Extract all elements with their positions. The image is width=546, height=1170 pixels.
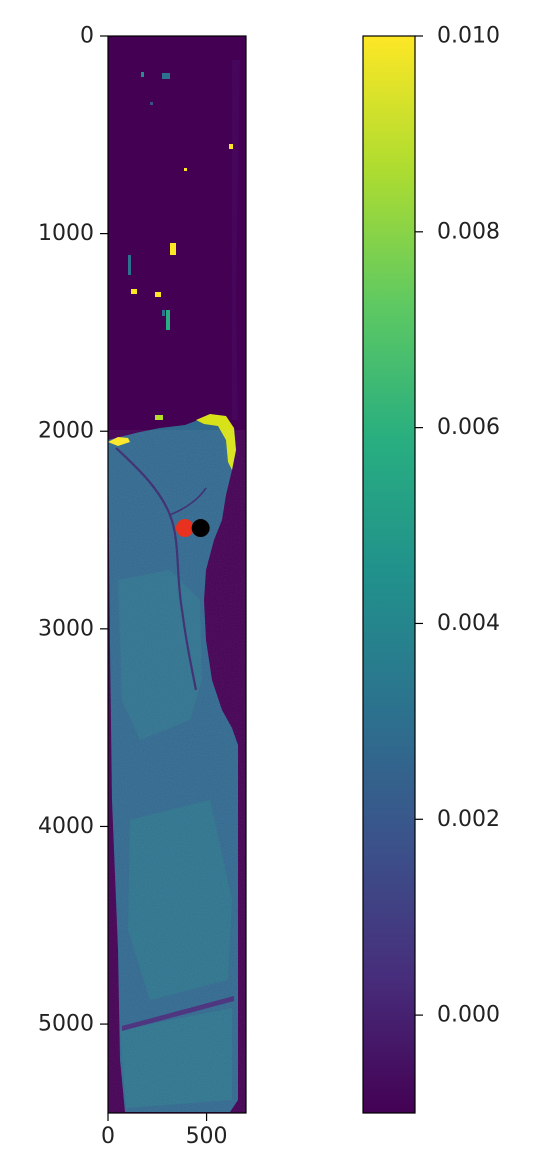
bright-specks [128, 72, 233, 330]
colorbar-tick-label: 0.010 [437, 24, 500, 49]
bright-rim-right [196, 414, 236, 470]
point-markers [175, 519, 210, 538]
y-tick-label: 1000 [38, 221, 94, 246]
colorbar [362, 35, 416, 1114]
colorbar-tick-label: 0.004 [437, 611, 500, 636]
y-axis: 0 1000 2000 3000 4000 5000 [38, 24, 108, 1037]
x-tick-label: 0 [101, 1124, 115, 1149]
bright-rim-left-spot [155, 415, 163, 420]
x-axis: 0 500 [101, 1113, 228, 1149]
plot-frame [107, 35, 247, 1114]
colorbar-tick-label: 0.006 [437, 415, 500, 440]
colorbar-tick-label: 0.002 [437, 807, 500, 832]
right-edge-band [232, 60, 240, 420]
y-tick-label: 4000 [38, 814, 94, 839]
colorbar-tick-label: 0.000 [437, 1003, 500, 1028]
x-tick-label: 500 [186, 1124, 228, 1149]
colorbar-tick-label: 0.008 [437, 219, 500, 244]
marker-point-1 [191, 519, 210, 538]
y-tick-label: 5000 [38, 1012, 94, 1037]
colorbar-axis: 0.000 0.002 0.004 0.006 0.008 0.010 [415, 24, 500, 1028]
heatmap-plot-area [108, 36, 246, 1113]
y-tick-label: 3000 [38, 616, 94, 641]
marker-point-0 [175, 519, 194, 538]
y-tick-label: 2000 [38, 419, 94, 444]
y-tick-label: 0 [80, 24, 94, 49]
